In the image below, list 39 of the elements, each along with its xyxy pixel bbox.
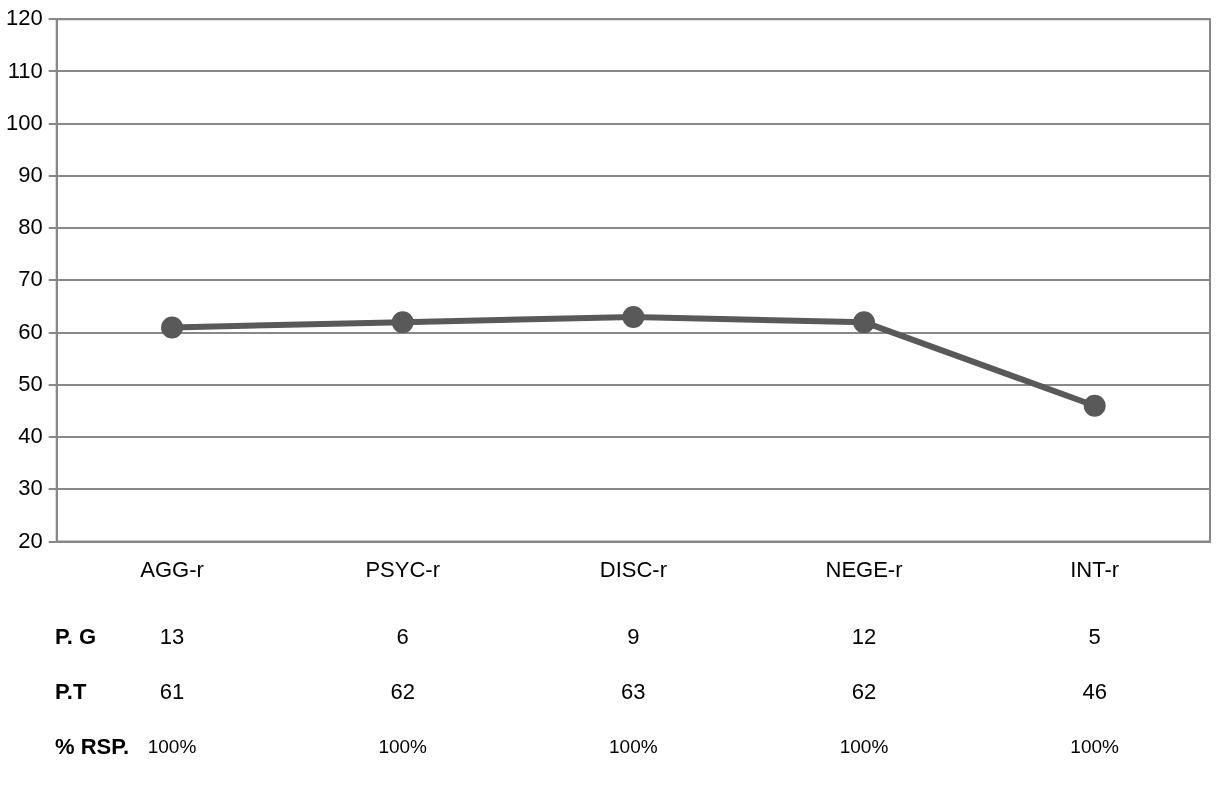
y-tick-label: 60 bbox=[18, 318, 43, 344]
point bbox=[161, 316, 184, 339]
text: 12 bbox=[851, 624, 877, 650]
y-tick-label: 80 bbox=[18, 214, 43, 240]
text: 62 bbox=[851, 679, 877, 705]
y-tick-label: 50 bbox=[18, 370, 43, 396]
y-tick-label: 40 bbox=[18, 423, 43, 449]
text: % RSP. bbox=[55, 734, 130, 760]
text: 100% bbox=[378, 736, 428, 758]
y-tick-label: 70 bbox=[18, 266, 43, 292]
text: 100% bbox=[1070, 736, 1120, 758]
text: P.T bbox=[55, 679, 87, 705]
x-tick-label: AGG-r bbox=[140, 556, 204, 582]
point bbox=[391, 311, 414, 334]
y-tick-label: 110 bbox=[7, 57, 43, 83]
y-tick-label: 20 bbox=[18, 527, 43, 553]
text: 63 bbox=[621, 679, 646, 705]
text: 100% bbox=[609, 736, 658, 758]
text: P. G bbox=[55, 624, 97, 650]
point bbox=[853, 311, 876, 334]
y-tick-label: 120 bbox=[5, 5, 43, 31]
y-tick-label: 100 bbox=[5, 109, 43, 135]
text: 6 bbox=[396, 624, 409, 650]
x-tick-label: DISC-r bbox=[599, 556, 667, 582]
text: 13 bbox=[159, 624, 185, 650]
text: 62 bbox=[390, 679, 415, 705]
y-tick-label: 30 bbox=[18, 475, 43, 501]
text: 5 bbox=[1088, 624, 1101, 650]
text: 46 bbox=[1082, 679, 1107, 705]
text: 61 bbox=[159, 679, 185, 705]
text: 9 bbox=[627, 624, 640, 650]
x-tick-label: NEGE-r bbox=[825, 556, 903, 582]
text: 100% bbox=[839, 736, 889, 758]
x-tick-label: PSYC-r bbox=[365, 556, 440, 582]
point bbox=[622, 305, 645, 328]
x-tick-label: INT-r bbox=[1070, 556, 1120, 582]
text: 100% bbox=[147, 736, 197, 758]
point bbox=[1083, 394, 1106, 417]
y-tick-label: 90 bbox=[18, 161, 43, 187]
